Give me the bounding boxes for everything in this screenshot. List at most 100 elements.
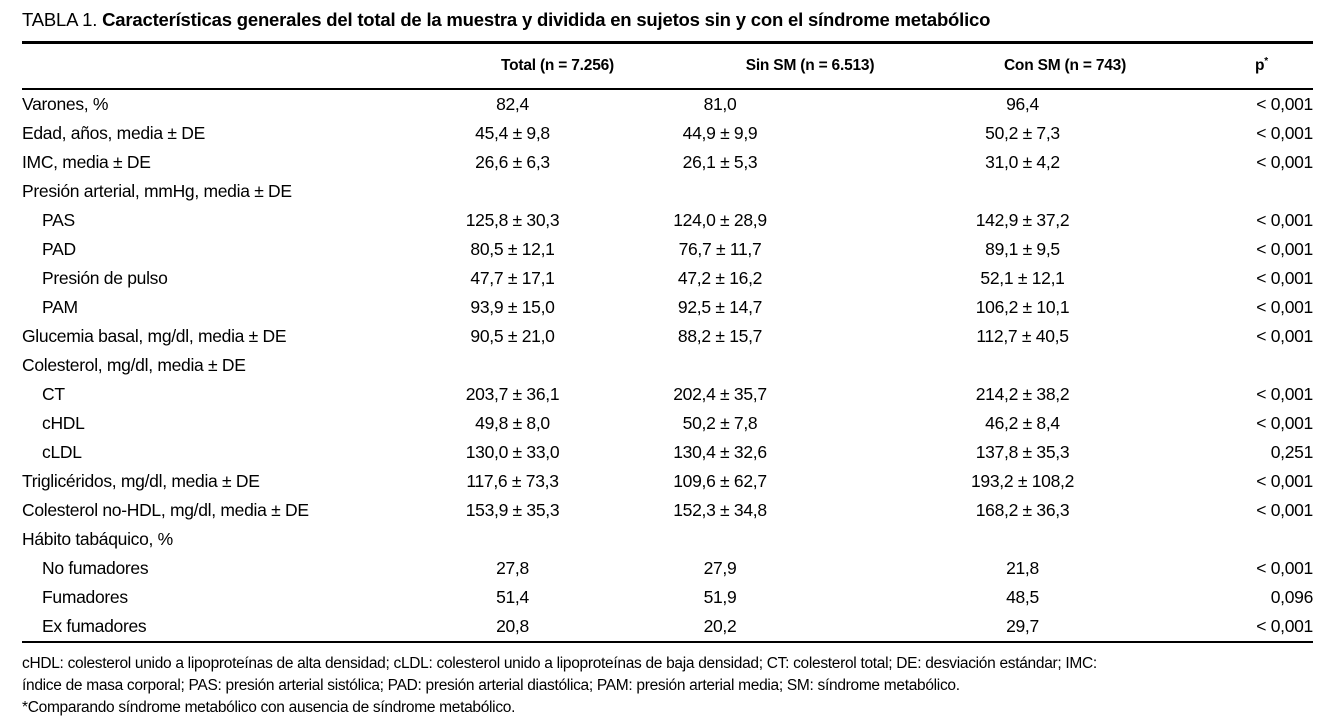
cell-con-sm: 96,4	[1006, 94, 1039, 114]
cell-sin-sm: 26,1 ± 5,3	[682, 152, 758, 172]
table-row: Presión arterial, mmHg, media ± DE	[22, 177, 1313, 206]
cell-sin-sm: 51,9	[703, 587, 737, 607]
footnotes: cHDL: colesterol unido a lipoproteínas d…	[22, 643, 1313, 719]
column-header-con-sm: Con SM (n = 743)	[1003, 57, 1127, 74]
cell-total: 153,9 ± 35,3	[465, 500, 560, 520]
cell-sin-sm: 47,2 ± 16,2	[677, 268, 763, 288]
cell-sin-sm: 81,0	[703, 94, 737, 114]
cell-total: 82,4	[496, 94, 529, 114]
cell-con-sm: 21,8	[1006, 558, 1039, 578]
table-number: TABLA 1.	[22, 9, 98, 30]
cell-p-value: < 0,001	[1256, 123, 1313, 143]
table-row: Edad, años, media ± DE 45,4 ± 9,8 44,9 ±…	[22, 119, 1313, 148]
table-row: Varones, % 82,4 81,0 96,4 < 0,001	[22, 90, 1313, 119]
table-title: TABLA 1. Características generales del t…	[22, 8, 1313, 32]
cell-p-value: < 0,001	[1256, 500, 1313, 520]
cell-total: 47,7 ± 17,1	[470, 268, 555, 288]
row-label: Presión arterial, mmHg, media ± DE	[22, 181, 292, 201]
cell-p-value: < 0,001	[1256, 268, 1313, 288]
table-row: Presión de pulso 47,7 ± 17,1 47,2 ± 16,2…	[22, 264, 1313, 293]
column-header-total: Total (n = 7.256)	[500, 57, 615, 74]
cell-p-value: < 0,001	[1256, 297, 1313, 317]
row-label: CT	[42, 384, 65, 404]
cell-total: 117,6 ± 73,3	[466, 471, 559, 491]
footnote-abbreviations-line-2: índice de masa corporal; PAS: presión ar…	[22, 677, 960, 694]
cell-total: 27,8	[496, 558, 529, 578]
table-container: TABLA 1. Características generales del t…	[0, 8, 1329, 719]
cell-con-sm: 142,9 ± 37,2	[975, 210, 1070, 230]
row-label: Varones, %	[22, 94, 109, 114]
table-row: Triglicéridos, mg/dl, media ± DE 117,6 ±…	[22, 467, 1313, 496]
table-row: Ex fumadores 20,8 20,2 29,7 < 0,001	[22, 612, 1313, 641]
row-label: PAS	[42, 210, 75, 230]
cell-total: 80,5 ± 12,1	[470, 239, 555, 259]
table-row: CT 203,7 ± 36,1 202,4 ± 35,7 214,2 ± 38,…	[22, 380, 1313, 409]
cell-sin-sm: 50,2 ± 7,8	[682, 413, 758, 433]
cell-p-value: < 0,001	[1256, 326, 1313, 346]
table-row: cLDL 130,0 ± 33,0 130,4 ± 32,6 137,8 ± 3…	[22, 438, 1313, 467]
cell-p-value: < 0,001	[1256, 384, 1313, 404]
table-row: PAM 93,9 ± 15,0 92,5 ± 14,7 106,2 ± 10,1…	[22, 293, 1313, 322]
cell-con-sm: 214,2 ± 38,2	[975, 384, 1070, 404]
table-row: Colesterol no-HDL, mg/dl, media ± DE 153…	[22, 496, 1313, 525]
table-row: Colesterol, mg/dl, media ± DE	[22, 351, 1313, 380]
cell-total: 51,4	[496, 587, 529, 607]
top-rule	[22, 41, 1313, 44]
cell-p-value: < 0,001	[1256, 239, 1313, 259]
cell-total: 90,5 ± 21,0	[470, 326, 555, 346]
cell-con-sm: 48,5	[1006, 587, 1039, 607]
cell-con-sm: 52,1 ± 12,1	[980, 268, 1065, 288]
cell-con-sm: 89,1 ± 9,5	[985, 239, 1060, 259]
footnote-abbreviations-line-1: cHDL: colesterol unido a lipoproteínas d…	[22, 655, 1097, 672]
cell-p-value: < 0,001	[1256, 152, 1313, 172]
row-label: Colesterol, mg/dl, media ± DE	[22, 355, 246, 375]
table-row: PAD 80,5 ± 12,1 76,7 ± 11,7 89,1 ± 9,5 <…	[22, 235, 1313, 264]
row-label: IMC, media ± DE	[22, 152, 151, 172]
cell-sin-sm: 202,4 ± 35,7	[673, 384, 767, 404]
cell-p-value: < 0,001	[1256, 413, 1313, 433]
column-header-row: Total (n = 7.256) Sin SM (n = 6.513) Con…	[22, 44, 1313, 90]
row-label: Fumadores	[42, 587, 128, 607]
cell-con-sm: 50,2 ± 7,3	[985, 123, 1060, 143]
cell-sin-sm: 124,0 ± 28,9	[673, 210, 767, 230]
p-label: p	[1255, 57, 1265, 74]
row-label: PAD	[42, 239, 76, 259]
row-label: cHDL	[42, 413, 85, 433]
footnote-asterisk: *Comparando síndrome metabólico con ause…	[22, 699, 516, 716]
cell-sin-sm: 109,6 ± 62,7	[673, 471, 767, 491]
cell-p-value: < 0,001	[1256, 210, 1313, 230]
cell-sin-sm: 27,9	[703, 558, 737, 578]
cell-total: 125,8 ± 30,3	[465, 210, 560, 230]
cell-total: 26,6 ± 6,3	[475, 152, 550, 172]
row-label: Ex fumadores	[42, 616, 147, 636]
cell-sin-sm: 20,2	[703, 616, 737, 636]
cell-total: 93,9 ± 15,0	[470, 297, 555, 317]
cell-sin-sm: 88,2 ± 15,7	[677, 326, 763, 346]
cell-p-value: < 0,001	[1256, 616, 1313, 636]
cell-p-value: < 0,001	[1256, 471, 1313, 491]
cell-sin-sm: 92,5 ± 14,7	[677, 297, 763, 317]
table-body: Varones, % 82,4 81,0 96,4 < 0,001 Edad, …	[22, 90, 1313, 643]
table-row: No fumadores 27,8 27,9 21,8 < 0,001	[22, 554, 1313, 583]
table-row: cHDL 49,8 ± 8,0 50,2 ± 7,8 46,2 ± 8,4 < …	[22, 409, 1313, 438]
cell-sin-sm: 76,7 ± 11,7	[678, 239, 762, 259]
column-header-sin-sm: Sin SM (n = 6.513)	[745, 57, 875, 74]
cell-p-value: 0,096	[1270, 587, 1314, 607]
table-row: PAS 125,8 ± 30,3 124,0 ± 28,9 142,9 ± 37…	[22, 206, 1313, 235]
cell-con-sm: 31,0 ± 4,2	[985, 152, 1060, 172]
cell-total: 45,4 ± 9,8	[475, 123, 550, 143]
p-asterisk: *	[1264, 55, 1268, 67]
cell-con-sm: 29,7	[1006, 616, 1039, 636]
cell-con-sm: 112,7 ± 40,5	[976, 326, 1069, 346]
row-label: Glucemia basal, mg/dl, media ± DE	[22, 326, 287, 346]
table-title-text: Características generales del total de l…	[102, 9, 991, 30]
column-header-p: p*	[1210, 55, 1313, 75]
cell-con-sm: 106,2 ± 10,1	[975, 297, 1070, 317]
cell-con-sm: 137,8 ± 35,3	[975, 442, 1070, 462]
table-row: Glucemia basal, mg/dl, media ± DE 90,5 ±…	[22, 322, 1313, 351]
cell-p-value: < 0,001	[1256, 558, 1313, 578]
cell-sin-sm: 44,9 ± 9,9	[682, 123, 758, 143]
row-label: Colesterol no-HDL, mg/dl, media ± DE	[22, 500, 309, 520]
row-label: Presión de pulso	[42, 268, 168, 288]
